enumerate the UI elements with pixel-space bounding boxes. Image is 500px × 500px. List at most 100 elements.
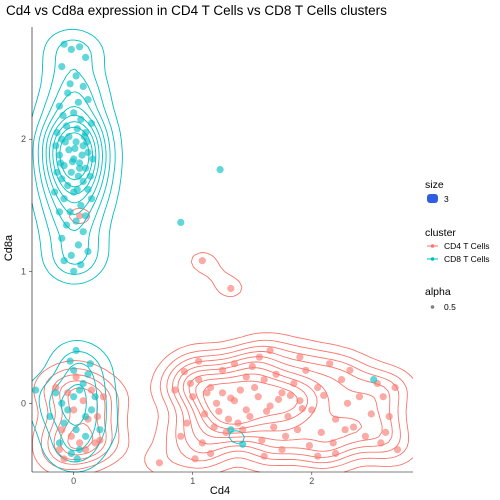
data-point — [73, 185, 81, 193]
data-point — [64, 389, 72, 397]
data-point — [246, 412, 254, 421]
data-point — [86, 360, 94, 368]
data-point — [230, 360, 238, 368]
data-point — [254, 393, 262, 401]
data-point — [59, 111, 67, 120]
data-point — [55, 439, 64, 447]
data-point — [382, 428, 390, 436]
data-point — [298, 405, 306, 413]
data-point — [79, 177, 87, 186]
contour-line — [37, 68, 111, 452]
data-point — [361, 432, 369, 440]
data-point — [385, 412, 393, 421]
data-point — [52, 142, 60, 150]
data-point — [46, 412, 54, 421]
data-point — [60, 455, 68, 463]
data-point — [79, 82, 87, 90]
data-point — [58, 63, 66, 71]
density-contours-cd4-t-cells — [31, 207, 414, 473]
data-point — [67, 251, 75, 259]
data-point — [76, 386, 84, 394]
data-point — [60, 40, 68, 48]
data-point — [367, 410, 375, 418]
data-point — [195, 357, 203, 365]
data-point — [55, 102, 64, 110]
data-point — [320, 391, 328, 399]
data-point — [82, 432, 90, 440]
x-axis-label: Cd4 — [210, 485, 230, 497]
data-point — [84, 96, 92, 104]
data-point — [393, 446, 402, 454]
data-point — [274, 395, 283, 403]
data-point — [248, 362, 256, 370]
data-point — [91, 393, 99, 401]
data-point — [84, 185, 92, 193]
data-point — [296, 397, 304, 405]
data-point — [96, 436, 104, 444]
data-point — [72, 426, 80, 434]
data-point — [64, 181, 72, 190]
data-point — [61, 138, 69, 146]
contour-line — [31, 207, 414, 473]
data-point — [77, 201, 85, 209]
data-point — [65, 146, 73, 154]
data-point — [326, 360, 334, 368]
data-point — [183, 419, 191, 427]
data-point — [215, 407, 223, 415]
legend-key-cd4-point — [430, 244, 435, 248]
data-point — [64, 406, 72, 414]
data-point — [198, 257, 206, 265]
scatter-points — [31, 40, 402, 467]
data-point — [86, 172, 94, 180]
data-point — [58, 234, 66, 242]
data-point — [218, 389, 227, 397]
data-point — [70, 109, 78, 117]
data-point — [239, 440, 247, 448]
data-point — [76, 446, 84, 454]
data-point — [201, 410, 209, 418]
data-point — [77, 115, 85, 123]
data-point — [77, 261, 85, 269]
data-point — [355, 393, 363, 401]
data-point — [171, 386, 179, 394]
data-point — [58, 426, 66, 434]
data-point — [370, 376, 378, 384]
data-point — [379, 393, 387, 401]
data-point — [227, 284, 235, 293]
data-point — [76, 212, 84, 220]
data-point — [207, 383, 215, 392]
data-point — [72, 373, 80, 381]
data-point — [338, 376, 346, 384]
data-point — [52, 383, 60, 392]
legend-label-size: 3 — [444, 194, 449, 204]
data-point — [82, 53, 90, 62]
data-point — [68, 158, 77, 166]
data-point — [302, 366, 310, 374]
data-point — [87, 406, 96, 414]
data-point — [296, 353, 304, 361]
plot-area — [31, 28, 414, 473]
y-tick-label: 2 — [21, 134, 26, 144]
x-tick-label: 1 — [190, 476, 195, 486]
data-point — [55, 446, 64, 454]
data-point — [76, 164, 84, 172]
data-point — [73, 125, 81, 133]
y-tick-label: 0 — [21, 398, 26, 408]
data-point — [60, 195, 68, 203]
contour-line — [40, 339, 410, 471]
points-cd4-t-cells — [52, 212, 402, 467]
data-point — [216, 166, 224, 174]
data-point — [53, 168, 61, 176]
data-point — [227, 394, 235, 402]
data-point — [195, 376, 203, 384]
data-point — [198, 439, 206, 447]
data-point — [60, 419, 68, 427]
data-point — [82, 446, 90, 454]
data-point — [84, 370, 92, 378]
data-point — [74, 241, 82, 249]
data-point — [266, 346, 274, 355]
data-point — [332, 449, 340, 458]
data-point — [242, 406, 250, 414]
data-point — [242, 373, 250, 381]
data-point — [155, 459, 163, 467]
